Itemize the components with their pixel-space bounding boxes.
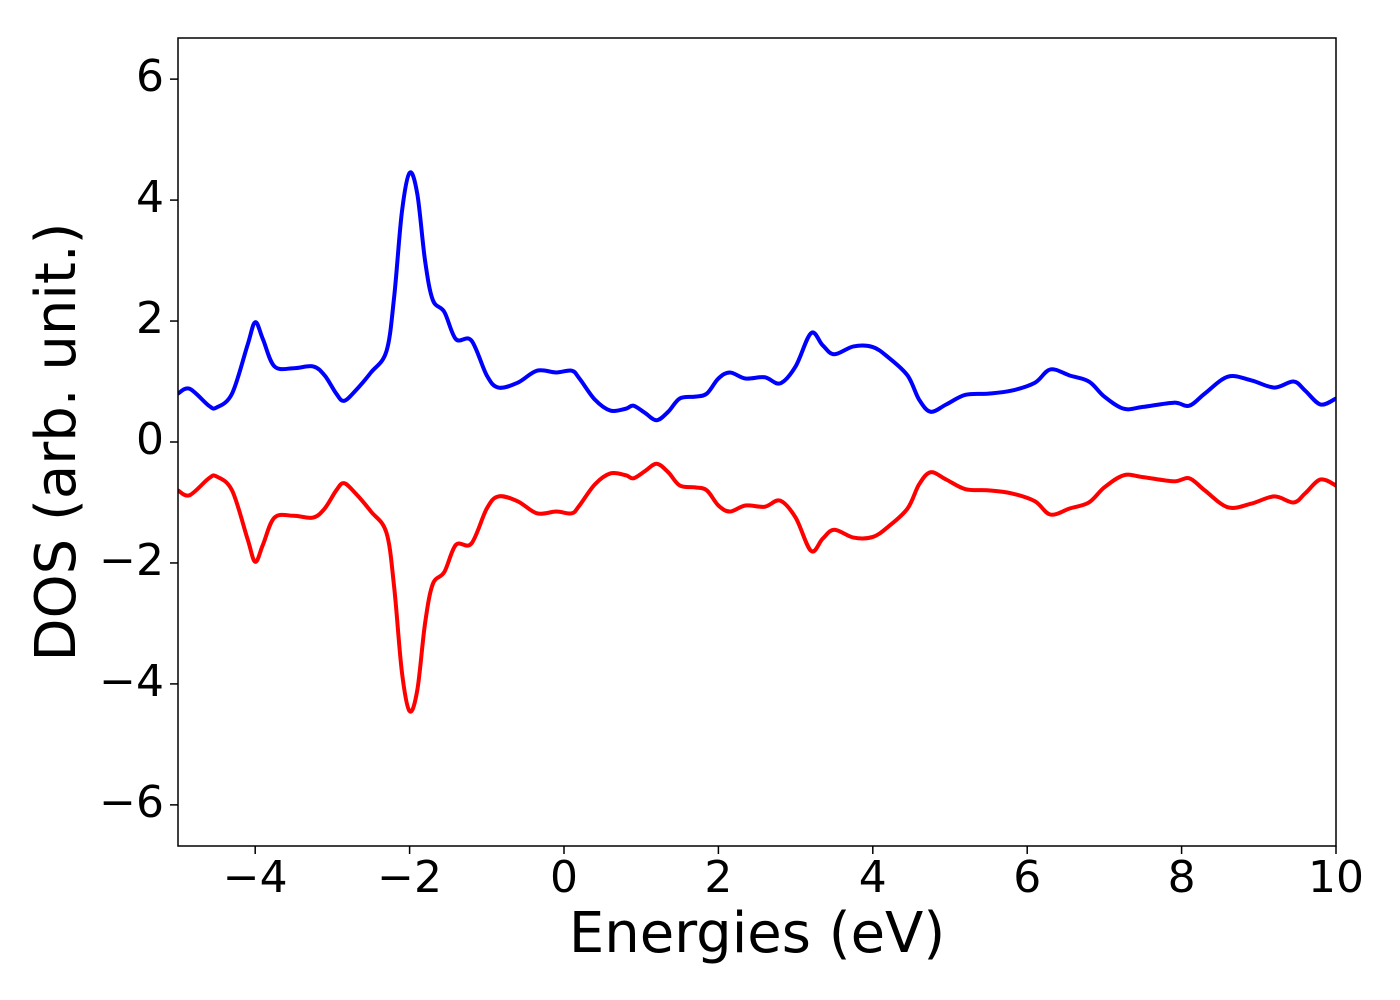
y-tick-label: −2 (99, 535, 164, 586)
x-tick-label: 0 (550, 852, 578, 903)
x-tick-label: −4 (223, 852, 288, 903)
y-tick-label: 6 (136, 51, 164, 102)
y-axis-label: DOS (arb. unit.) (24, 222, 89, 661)
x-axis-label: Energies (eV) (569, 901, 945, 966)
plot-frame (177, 37, 1337, 847)
x-tick-label: 8 (1168, 852, 1196, 903)
y-tick-label: 0 (136, 414, 164, 465)
y-tick-label: 4 (136, 172, 164, 223)
line-series (178, 461, 1336, 714)
x-tick-label: 10 (1308, 852, 1364, 903)
x-tick-label: −2 (377, 852, 442, 903)
x-tick-label: 4 (859, 852, 887, 903)
y-tick-label: −6 (99, 777, 164, 828)
y-tick-label: 2 (136, 293, 164, 344)
y-tick-label: −4 (99, 656, 164, 707)
x-tick-label: 2 (704, 852, 732, 903)
line-series (178, 170, 1336, 423)
x-tick-label: 6 (1013, 852, 1041, 903)
